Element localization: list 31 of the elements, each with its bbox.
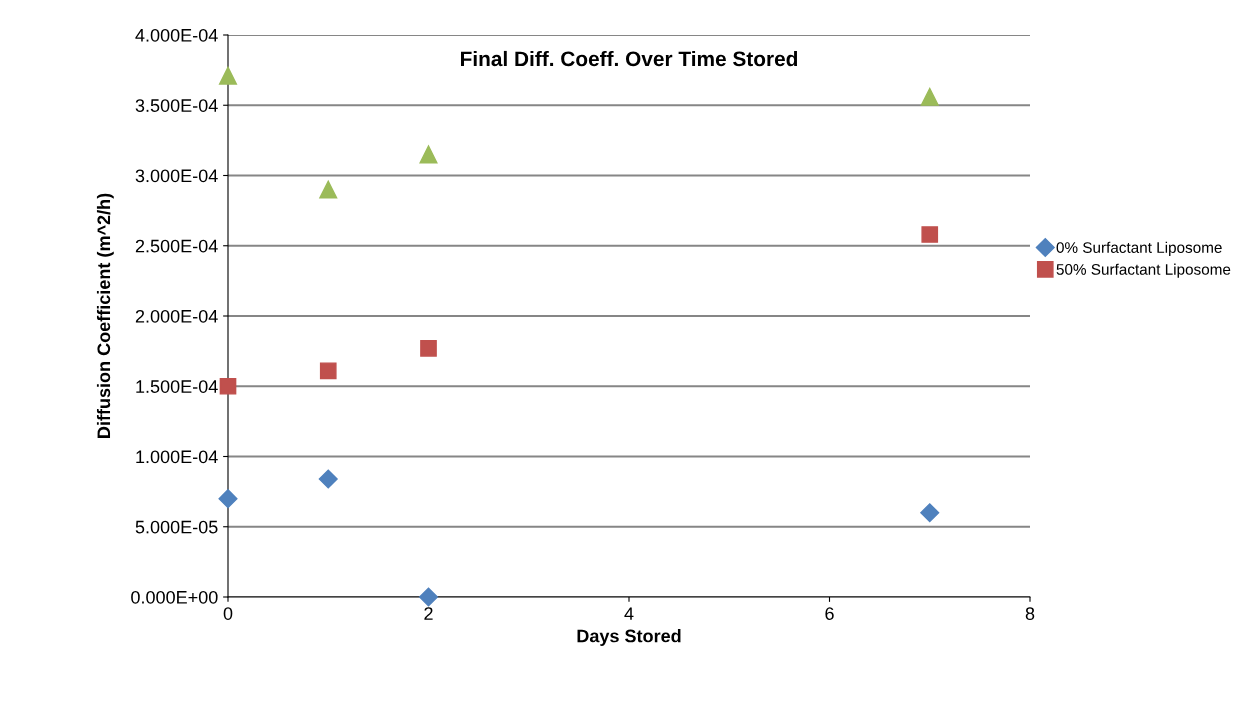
y-tick-label: 2.000E-04 — [135, 309, 218, 323]
text: Final Diff. Coeff. Over Time Stored — [461, 50, 798, 67]
y-tick-label: 3.500E-04 — [135, 99, 218, 112]
point — [318, 469, 338, 489]
x-tick-label: 8 — [1025, 607, 1035, 620]
x-tick-label: 0 — [223, 607, 233, 620]
y-axis-title: Diffusion Coefficient (m^2/h) — [96, 193, 114, 438]
point — [418, 587, 439, 607]
point — [920, 503, 940, 523]
y-tick-label: 1.500E-04 — [136, 380, 218, 393]
x-tick-label: 2 — [424, 607, 433, 620]
y-tick-label: 1.000E-04 — [136, 450, 218, 464]
point — [420, 339, 437, 357]
point — [920, 87, 939, 106]
x-axis-title: Days Stored — [577, 629, 681, 646]
legend-label: 0% Surfactant Liposome — [1056, 241, 1222, 256]
point — [419, 145, 438, 164]
y-tick-label: 3.000E-04 — [135, 169, 218, 183]
point — [319, 180, 338, 199]
x-tick-label: 6 — [825, 607, 834, 620]
x-tick-label: 4 — [624, 607, 634, 620]
point — [319, 362, 337, 380]
y-tick-label: 2.500E-04 — [135, 239, 218, 253]
y-tick-label: 4.000E-04 — [135, 28, 218, 42]
point — [921, 226, 939, 243]
point — [218, 489, 238, 509]
legend-label: 50% Surfactant Liposome — [1056, 263, 1231, 278]
point — [219, 377, 237, 395]
point — [218, 66, 238, 85]
y-tick-label: 0.000E+00 — [131, 590, 218, 604]
y-tick-label: 5.000E-05 — [135, 520, 218, 534]
